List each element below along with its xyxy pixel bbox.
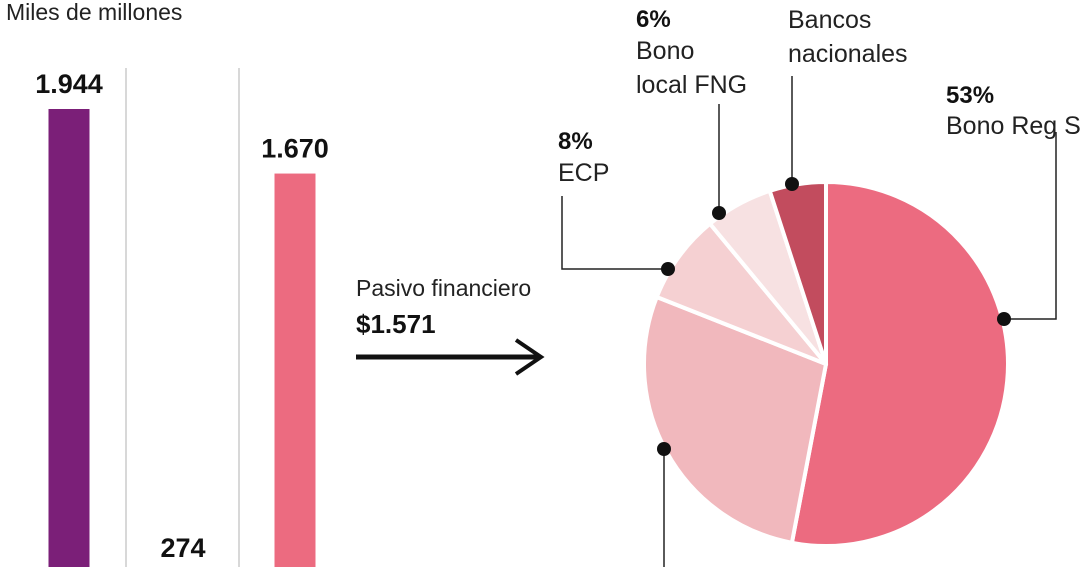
annotation-label: Pasivo financiero bbox=[356, 275, 531, 301]
slice-pct-bono-fng: 6% bbox=[636, 6, 671, 33]
slice-label-bancos-line2: nacionales bbox=[788, 40, 908, 68]
leader-dot-bancos bbox=[785, 177, 799, 191]
leader-dot-bono-reg-s bbox=[997, 312, 1011, 326]
leader-line-ecp bbox=[561, 196, 668, 270]
leader-dot-ecp bbox=[661, 262, 675, 276]
slice-label-bono-fng-line2: local FNG bbox=[636, 71, 747, 99]
bar-group: 1.944 274 1.670 bbox=[35, 69, 329, 567]
slice-pct-bono-reg-s: 53% bbox=[946, 82, 994, 109]
bar-value-label-3: 1.670 bbox=[261, 134, 329, 164]
y-axis-label: Miles de millones bbox=[6, 0, 182, 25]
slice-label-ecp: ECP bbox=[558, 159, 609, 187]
bar-chart: Miles de millones 1.944 274 1.670 bbox=[6, 0, 329, 567]
pie-slices bbox=[642, 180, 1010, 548]
leader-dot-bono-fng bbox=[712, 206, 726, 220]
slice-label-bono-reg-s: Bono Reg S bbox=[946, 112, 1080, 140]
pie-slice-bono-reg-s bbox=[789, 180, 1010, 548]
bar-1 bbox=[48, 109, 90, 567]
bar-3 bbox=[274, 173, 316, 567]
leader-line-bono-reg-s bbox=[1004, 132, 1057, 320]
slice-pct-ecp: 8% bbox=[558, 128, 593, 155]
annotation-value: $1.571 bbox=[356, 309, 436, 339]
bar-value-label-1: 1.944 bbox=[35, 69, 103, 99]
leader-dot-unlabeled bbox=[657, 442, 671, 456]
slice-label-bono-fng-line1: Bono bbox=[636, 37, 694, 65]
slice-label-bancos-line1: Bancos bbox=[788, 6, 871, 34]
pie-chart: 53% Bono Reg S 8% ECP 6% Bono local FNG … bbox=[558, 6, 1080, 567]
annotation: Pasivo financiero $1.571 bbox=[356, 275, 545, 376]
arrow-head bbox=[514, 338, 545, 376]
bar-value-label-2: 274 bbox=[160, 533, 205, 563]
